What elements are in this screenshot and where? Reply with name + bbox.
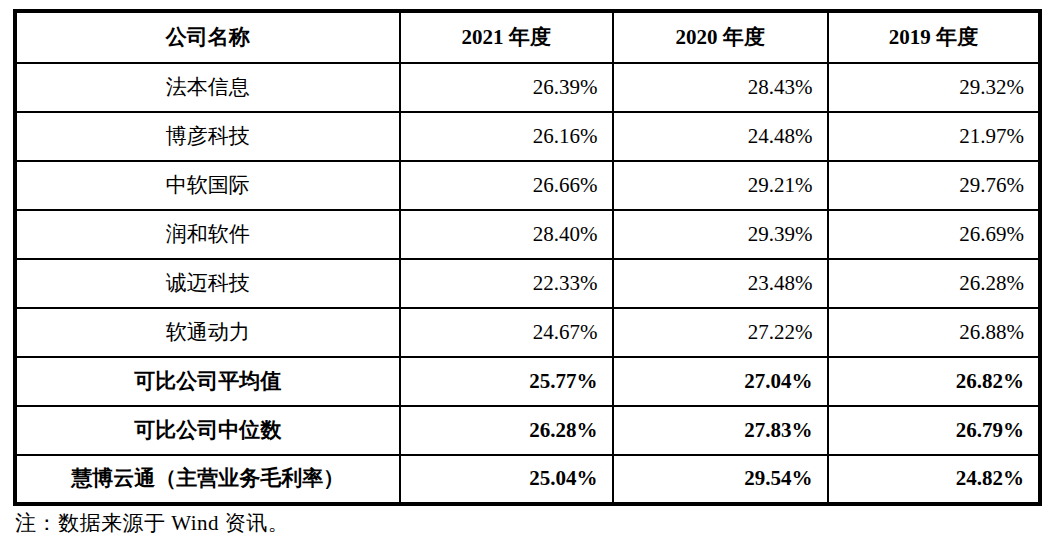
table-row: 软通动力 24.67% 27.22% 26.88%: [16, 308, 1040, 357]
value-2020: 28.43%: [613, 63, 828, 112]
data-source-note: 注：数据来源于 Wind 资讯。: [15, 509, 289, 537]
column-header-company: 公司名称: [16, 12, 400, 63]
value-2020: 29.39%: [613, 210, 828, 259]
value-2021: 25.77%: [400, 357, 613, 406]
summary-row-median: 可比公司中位数 26.28% 27.83% 26.79%: [16, 406, 1040, 455]
value-2019: 26.88%: [828, 308, 1040, 357]
company-name: 软通动力: [16, 308, 400, 357]
value-2020: 27.04%: [613, 357, 828, 406]
value-2021: 26.66%: [400, 161, 613, 210]
gross-margin-comparison-table: 公司名称 2021 年度 2020 年度 2019 年度 法本信息 26.39%…: [14, 10, 1041, 505]
column-header-2019: 2019 年度: [828, 12, 1040, 63]
table-row: 法本信息 26.39% 28.43% 29.32%: [16, 63, 1040, 112]
value-2021: 26.16%: [400, 112, 613, 161]
value-2021: 28.40%: [400, 210, 613, 259]
document-page: 公司名称 2021 年度 2020 年度 2019 年度 法本信息 26.39%…: [0, 0, 1049, 545]
value-2019: 29.32%: [828, 63, 1040, 112]
value-2020: 29.54%: [613, 455, 828, 504]
value-2020: 27.22%: [613, 308, 828, 357]
value-2021: 24.67%: [400, 308, 613, 357]
summary-label: 可比公司中位数: [16, 406, 400, 455]
table-row: 博彦科技 26.16% 24.48% 21.97%: [16, 112, 1040, 161]
summary-row-average: 可比公司平均值 25.77% 27.04% 26.82%: [16, 357, 1040, 406]
company-name: 诚迈科技: [16, 259, 400, 308]
value-2021: 26.28%: [400, 406, 613, 455]
value-2019: 26.28%: [828, 259, 1040, 308]
company-name: 法本信息: [16, 63, 400, 112]
table-row: 中软国际 26.66% 29.21% 29.76%: [16, 161, 1040, 210]
column-header-2020: 2020 年度: [613, 12, 828, 63]
table-row: 润和软件 28.40% 29.39% 26.69%: [16, 210, 1040, 259]
value-2020: 29.21%: [613, 161, 828, 210]
value-2020: 24.48%: [613, 112, 828, 161]
company-name: 润和软件: [16, 210, 400, 259]
summary-label: 可比公司平均值: [16, 357, 400, 406]
value-2019: 26.82%: [828, 357, 1040, 406]
summary-row-company: 慧博云通（主营业务毛利率） 25.04% 29.54% 24.82%: [16, 455, 1040, 504]
table-row: 诚迈科技 22.33% 23.48% 26.28%: [16, 259, 1040, 308]
value-2019: 26.69%: [828, 210, 1040, 259]
value-2021: 25.04%: [400, 455, 613, 504]
value-2020: 23.48%: [613, 259, 828, 308]
company-name: 中软国际: [16, 161, 400, 210]
value-2020: 27.83%: [613, 406, 828, 455]
value-2019: 29.76%: [828, 161, 1040, 210]
column-header-2021: 2021 年度: [400, 12, 613, 63]
value-2019: 21.97%: [828, 112, 1040, 161]
value-2019: 24.82%: [828, 455, 1040, 504]
value-2019: 26.79%: [828, 406, 1040, 455]
value-2021: 22.33%: [400, 259, 613, 308]
summary-label: 慧博云通（主营业务毛利率）: [16, 455, 400, 504]
value-2021: 26.39%: [400, 63, 613, 112]
header-row: 公司名称 2021 年度 2020 年度 2019 年度: [16, 12, 1040, 63]
company-name: 博彦科技: [16, 112, 400, 161]
